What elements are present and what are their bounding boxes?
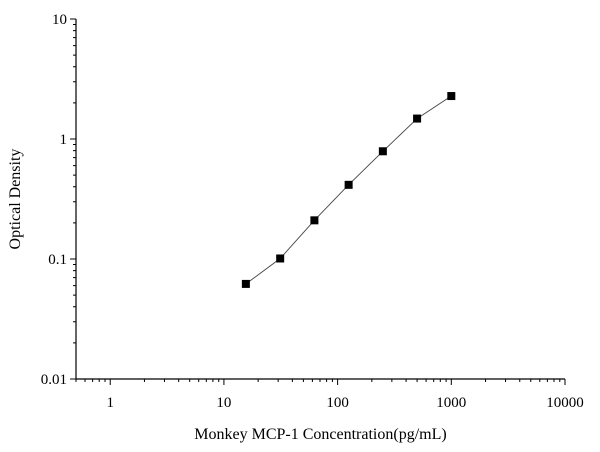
data-point-marker <box>413 114 422 123</box>
data-point-marker <box>241 279 250 288</box>
data-point-marker <box>447 92 456 101</box>
axes <box>75 19 565 380</box>
data-point-marker <box>378 147 387 156</box>
y-axis-title: Optical Density <box>7 149 24 250</box>
x-axis-title: Monkey MCP-1 Concentration(pg/mL) <box>194 426 446 443</box>
data-point-marker <box>310 216 319 225</box>
y-tick-label: 10 <box>52 12 67 28</box>
y-axis-ticks: 0.01 0.1 1 10 <box>41 12 76 388</box>
y-tick-label: 0.01 <box>41 372 67 388</box>
x-tick-label: 100 <box>326 395 349 411</box>
data-point-marker <box>276 254 285 263</box>
x-tick-label: 1000 <box>436 395 466 411</box>
y-tick-label: 1 <box>60 132 68 148</box>
data-point-marker <box>344 180 353 189</box>
data-points <box>241 92 456 288</box>
x-tick-label: 1 <box>106 395 114 411</box>
y-tick-label: 0.1 <box>48 252 67 268</box>
x-axis-ticks: 1 10 100 1000 10000 <box>75 379 584 411</box>
x-tick-label: 10 <box>216 395 231 411</box>
x-tick-label: 10000 <box>546 395 584 411</box>
